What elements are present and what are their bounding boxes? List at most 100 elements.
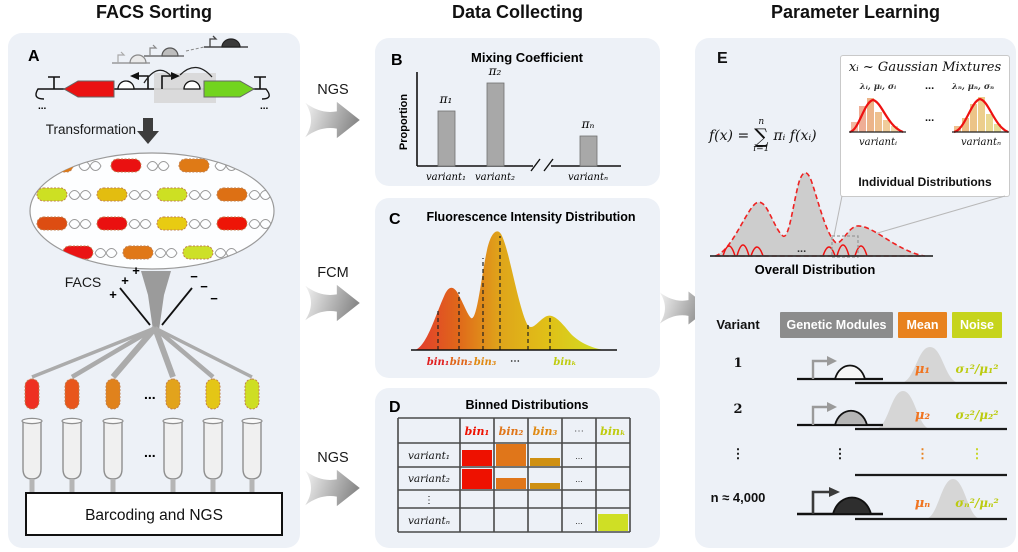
cell-dots-2: ... <box>575 474 583 484</box>
panel-b-label: B <box>391 52 403 69</box>
pin-label: πₙ <box>581 117 595 131</box>
sorter-nozzle <box>141 271 171 330</box>
variant1-tick: variant₁ <box>426 172 466 183</box>
tube <box>21 417 43 493</box>
row2-variant: 2 <box>733 402 743 417</box>
promoter-right-head <box>171 72 180 80</box>
col-dots: ⋯ <box>574 426 584 437</box>
plus-sign-2: + <box>132 263 140 278</box>
facs-graphic: A ... ... <box>21 35 283 536</box>
construct-dots-right: ... <box>260 101 269 112</box>
panel-c-title: Fluorescence Intensity Distribution <box>426 210 635 224</box>
flow-fcm: FCM <box>300 265 366 330</box>
rown-variant: n ≈ 4,000 <box>710 490 766 505</box>
tube <box>202 417 224 493</box>
flow-ngs-top: NGS <box>300 82 366 147</box>
row-gaussians <box>855 347 1007 521</box>
promoter-left-icon <box>139 75 149 89</box>
barcoding-box <box>25 492 283 536</box>
right-params-label: λₙ, μₙ, σₙ <box>952 82 994 92</box>
panel-e-label: E <box>717 50 728 67</box>
construct-dots-left: ... <box>38 101 47 112</box>
panel-e: E f(x) = n ∑ i=1 πᵢ f(xᵢ) xᵢ ~ Gaussian … <box>695 38 1016 548</box>
right-variant-label: variantₙ <box>960 137 1002 148</box>
gaussian-curve <box>849 98 904 134</box>
header-mean: Mean <box>898 312 947 338</box>
params-ellipsis: ... <box>925 80 935 92</box>
panel-b-title: Mixing Coefficient <box>471 50 584 65</box>
flow-fcm-label: FCM <box>317 265 349 281</box>
variantn-tick: variantₙ <box>568 172 608 183</box>
rbs-left-icon <box>117 80 135 90</box>
row2-noise: σ₂²/μ₂² <box>955 408 999 422</box>
bar-v1-bin1 <box>462 450 492 466</box>
pool-row-3 <box>36 216 272 231</box>
inset-title: xᵢ ~ Gaussian Mixtures <box>848 60 1002 75</box>
genetic-construct: ... ... <box>35 35 270 112</box>
cell-dots-1: ... <box>575 451 583 461</box>
bar-v2-bin2 <box>496 478 526 489</box>
gaussian-row2 <box>875 391 931 429</box>
gaussian-rown <box>925 479 981 519</box>
transformation-arrow-icon <box>137 118 159 144</box>
header-noise: Noise <box>952 312 1002 338</box>
plus-sign-3: + <box>109 287 117 302</box>
right-arrow-icon <box>305 101 360 139</box>
bar-vn-binK <box>598 514 628 531</box>
bin2-label: bin₂ <box>450 357 473 368</box>
pi1-label: π₁ <box>439 92 453 106</box>
green-gene-arrow <box>203 80 256 98</box>
dots-noise: ⋮ <box>970 446 984 461</box>
row-variant2: variant₂ <box>408 473 450 485</box>
overall-distribution-label: Overall Distribution <box>755 262 876 277</box>
left-variant-label: variantᵢ <box>858 137 898 148</box>
bar-variantn <box>579 135 598 167</box>
gaussian-row1 <box>900 347 960 383</box>
flow-ngs-bottom: NGS <box>300 450 366 515</box>
section-title-facs: FACS Sorting <box>96 2 212 22</box>
binned-distributions-table: D Binned Distributions bin₁ bin₂ bin₃ ⋯ <box>389 398 631 533</box>
right-arrow-icon <box>305 469 360 507</box>
intensity-curve <box>415 231 605 350</box>
bin1-label: bin₁ <box>427 357 449 368</box>
col-bin3: bin₃ <box>533 425 558 438</box>
promoter-right-icon <box>161 75 171 89</box>
sorted-cells <box>24 378 260 410</box>
section-title-data: Data Collecting <box>451 2 584 22</box>
row-variant1: variant₁ <box>408 450 450 462</box>
sorter-gate-left <box>119 287 151 326</box>
bar-variant2 <box>486 82 505 167</box>
bin-dividers <box>437 236 551 350</box>
zoom-box <box>831 235 859 258</box>
cells-ellipsis: ... <box>144 386 156 402</box>
flow-ngs-bottom-label: NGS <box>317 450 349 466</box>
dots-module: ⋮ <box>833 446 847 461</box>
plasmid-backbone <box>35 88 270 100</box>
row2-mean: μ₂ <box>914 408 931 423</box>
pool-row-4 <box>62 245 238 260</box>
col-binK: binₖ <box>600 425 626 438</box>
header-variant: Variant <box>716 317 760 332</box>
minus-sign-1: − <box>190 269 198 284</box>
binK-label: binₖ <box>553 357 576 368</box>
section-title-parameter: Parameter Learning <box>770 2 941 22</box>
plus-sign-1: + <box>121 273 129 288</box>
sum-sigma: ∑ <box>754 124 769 148</box>
bar-v2-bin3 <box>530 483 560 489</box>
fluorescence-distribution-graphic: C Fluorescence Intensity Distribution bi… <box>389 210 636 368</box>
y-axis-label: Proportion <box>398 94 410 150</box>
row-variantn: variantₙ <box>408 515 450 527</box>
bar-v1-bin2 <box>496 444 526 466</box>
tubes-ellipsis: ... <box>144 444 156 460</box>
sorter-streams <box>31 326 253 379</box>
rown-mean: μₙ <box>914 496 931 511</box>
col-bin1: bin₁ <box>465 425 490 438</box>
panel-a-label: A <box>28 48 40 65</box>
bar-v2-bin1 <box>462 469 492 489</box>
sorter-gate-right <box>161 287 193 326</box>
transformation-label: Transformation <box>46 122 136 137</box>
module-library <box>112 35 248 84</box>
module-row2 <box>797 402 883 427</box>
header-genetic-modules: Genetic Modules <box>780 312 893 338</box>
